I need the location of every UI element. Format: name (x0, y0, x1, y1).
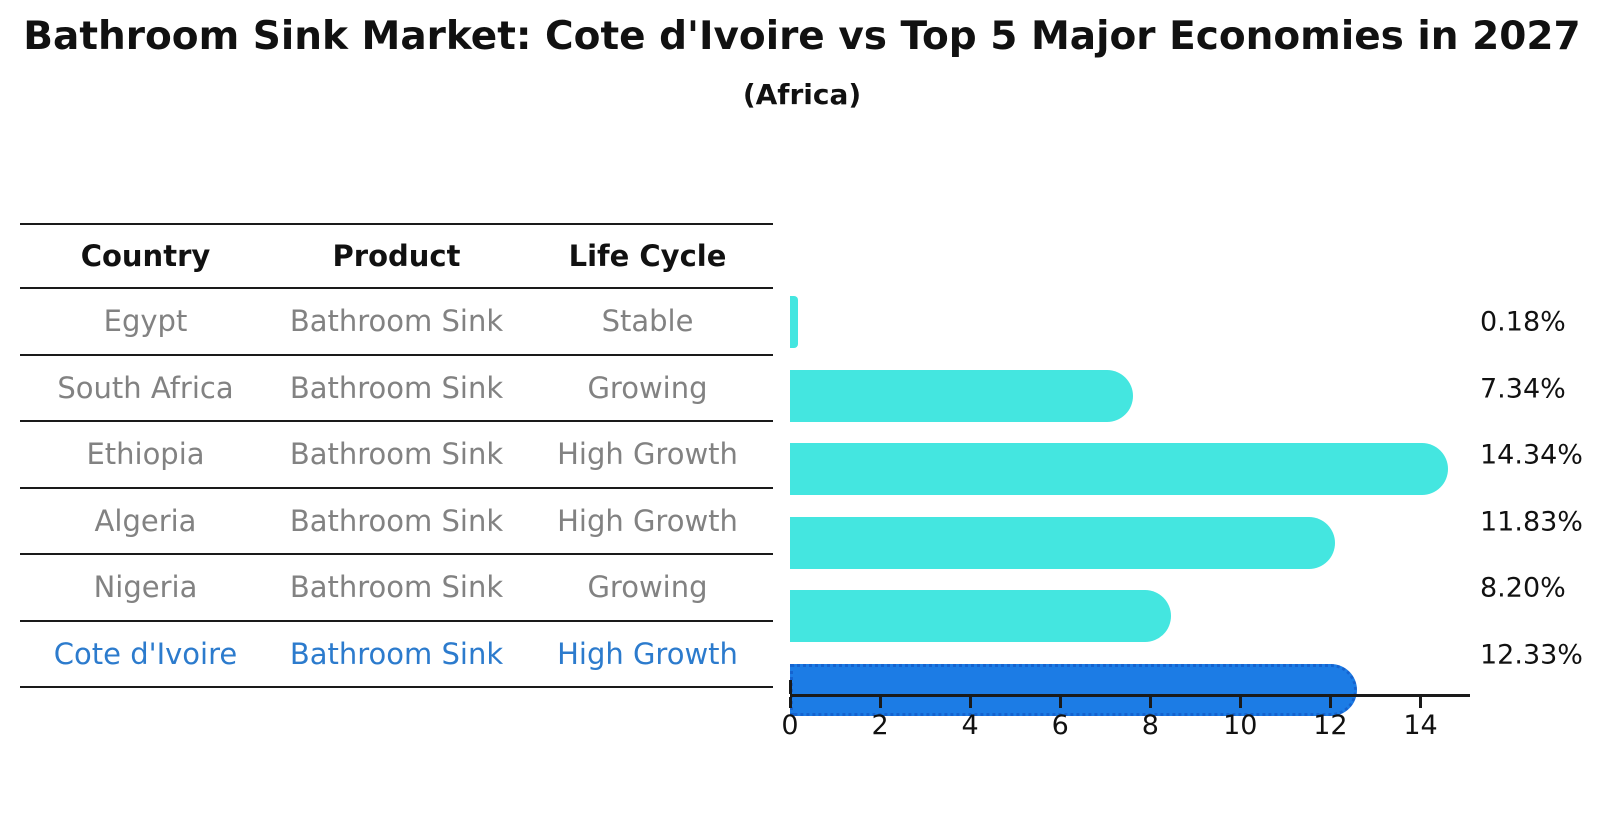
cell-product: Bathroom Sink (289, 304, 504, 339)
table-row-ethiopia: Ethiopia Bathroom Sink High Growth (20, 422, 773, 489)
x-tick-label-6: 6 (1051, 710, 1069, 741)
value-label-south-africa: 7.34% (1480, 373, 1566, 405)
cell-product: Bathroom Sink (289, 636, 504, 671)
cell-product: Bathroom Sink (289, 503, 504, 538)
bar-nigeria (790, 590, 1172, 642)
cell-life-cycle: High Growth (557, 503, 738, 538)
x-tick-label-4: 4 (961, 710, 979, 741)
chart-row-south-africa (790, 369, 1490, 437)
bar-egypt (790, 296, 799, 348)
x-tick-label-2: 2 (871, 710, 889, 741)
x-tick-label-10: 10 (1223, 710, 1258, 741)
x-tick-mark-12 (1328, 697, 1332, 708)
table-row-egypt: Egypt Bathroom Sink Stable (20, 289, 773, 356)
x-tick-mark-2 (878, 697, 882, 708)
cell-life-cycle: High Growth (557, 437, 738, 472)
chart-title: Bathroom Sink Market: Cote d'Ivoire vs T… (23, 14, 1581, 59)
cell-life-cycle: Growing (587, 370, 708, 405)
table-header-row: Country Product Life Cycle (20, 223, 773, 289)
cell-life-cycle: High Growth (557, 636, 738, 671)
bar-ethiopia (790, 443, 1448, 495)
x-tick-mark-10 (1238, 697, 1242, 708)
x-tick-mark-6 (1058, 697, 1062, 708)
value-label-cote-d-ivoire: 12.33% (1480, 639, 1583, 671)
table-header-country: Country (80, 239, 211, 273)
bar-plot (790, 289, 1490, 730)
cell-life-cycle: Stable (601, 304, 694, 339)
chart-row-cote-d-ivoire (790, 663, 1490, 731)
x-axis-origin-stub (789, 680, 792, 694)
cell-life-cycle: Growing (587, 570, 708, 605)
x-axis-line (790, 694, 1470, 697)
x-tick-mark-4 (968, 697, 972, 708)
x-tick-label-0: 0 (781, 710, 799, 741)
cell-country: South Africa (57, 370, 234, 405)
x-tick-label-12: 12 (1313, 710, 1348, 741)
cell-country: Ethiopia (86, 437, 205, 472)
chart-row-nigeria (790, 590, 1490, 657)
x-tick-mark-8 (1148, 697, 1152, 708)
cell-country: Nigeria (93, 570, 198, 605)
bar-algeria (790, 516, 1335, 569)
x-tick-mark-0 (788, 697, 792, 708)
cell-country: Egypt (103, 304, 188, 339)
x-tick-mark-14 (1419, 697, 1422, 708)
value-label-egypt: 0.18% (1480, 306, 1566, 338)
chart-row-ethiopia (790, 443, 1490, 510)
chart-row-egypt (790, 296, 1490, 363)
x-tick-label-14: 14 (1403, 710, 1438, 741)
x-tick-label-8: 8 (1141, 710, 1159, 741)
value-label-algeria: 11.83% (1480, 506, 1583, 538)
cell-product: Bathroom Sink (289, 570, 504, 605)
table-header-product: Product (332, 239, 461, 273)
table-body: Egypt Bathroom Sink Stable South Africa Bath… (20, 289, 773, 688)
chart-subtitle: (Africa) (742, 78, 862, 111)
cell-country: Cote d'Ivoire (53, 636, 238, 671)
bar-south-africa (790, 369, 1133, 422)
table-row-cote-d-ivoire: Cote d'Ivoire Bathroom Sink High Growth (20, 622, 773, 688)
table-row-nigeria: Nigeria Bathroom Sink Growing (20, 555, 773, 622)
highlight-bar-cote-d-ivoire (790, 663, 1358, 716)
table-row-south-africa: South Africa Bathroom Sink Growing (20, 356, 773, 422)
chart-row-algeria (790, 516, 1490, 584)
cell-country: Algeria (94, 503, 197, 538)
country-table: Country Product Life Cycle Egypt Bathroom S… (20, 223, 773, 688)
cell-product: Bathroom Sink (289, 370, 504, 405)
value-label-nigeria: 8.20% (1480, 572, 1566, 604)
table-header-life-cycle: Life Cycle (568, 239, 727, 273)
cell-product: Bathroom Sink (289, 437, 504, 472)
table-row-algeria: Algeria Bathroom Sink High Growth (20, 489, 773, 555)
value-label-ethiopia: 14.34% (1480, 439, 1583, 471)
